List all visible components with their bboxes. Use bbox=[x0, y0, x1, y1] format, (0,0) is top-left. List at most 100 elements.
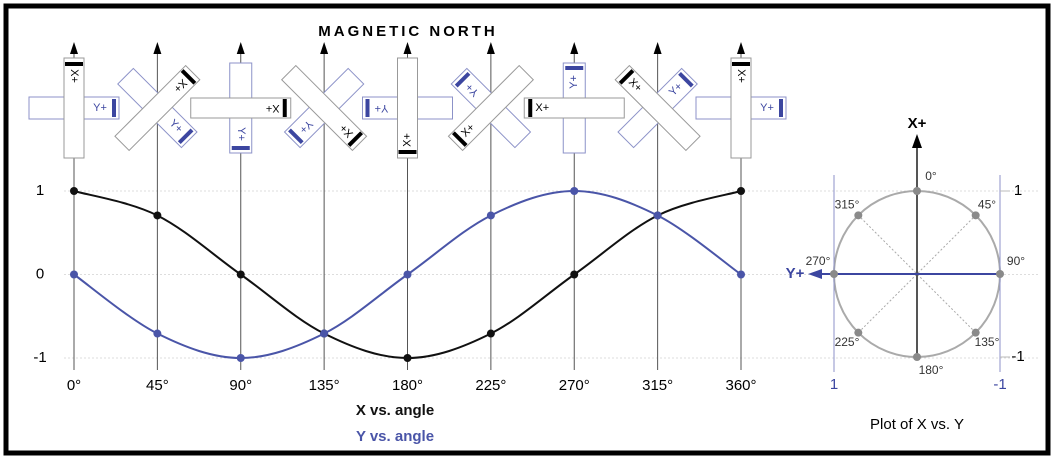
point-label: 90° bbox=[1007, 254, 1025, 268]
sensor-x-label: X+ bbox=[266, 102, 280, 114]
north-arrow bbox=[653, 42, 662, 54]
sensor-icon: X+ Y+ bbox=[523, 62, 625, 154]
x-tick-label: 1 bbox=[830, 376, 838, 393]
x-tick-label: -1 bbox=[993, 376, 1006, 393]
series-point bbox=[320, 329, 329, 338]
sensor-x-bar bbox=[614, 64, 701, 152]
y-end bbox=[678, 71, 694, 88]
series-point bbox=[236, 270, 245, 279]
point-label: 135° bbox=[975, 335, 1000, 349]
x-axis-label: Y+ bbox=[786, 265, 805, 282]
series-point bbox=[570, 187, 579, 195]
legend-entry: Y vs. angle bbox=[356, 428, 434, 445]
series-point bbox=[737, 187, 745, 195]
point bbox=[830, 270, 838, 278]
point bbox=[854, 328, 863, 337]
x-tick-label: 315° bbox=[642, 377, 673, 394]
sensor-x-bar bbox=[397, 57, 418, 159]
series-point bbox=[570, 270, 579, 279]
series-point bbox=[70, 187, 78, 195]
x-end bbox=[180, 69, 197, 85]
x-tick-label: 135° bbox=[309, 377, 340, 394]
sensor-x-bar bbox=[447, 64, 535, 152]
series-point bbox=[403, 354, 412, 362]
north-arrow bbox=[70, 42, 78, 54]
y-tick-label: -1 bbox=[33, 349, 46, 366]
point-label: 270° bbox=[806, 254, 831, 268]
x-axis-arrow bbox=[808, 269, 822, 279]
y-tick-label: 1 bbox=[36, 182, 44, 199]
north-arrow bbox=[403, 42, 412, 54]
x-tick-label: 45° bbox=[146, 377, 169, 394]
sensor-x-bar bbox=[280, 64, 368, 152]
point-label: 0° bbox=[925, 169, 937, 183]
x-end bbox=[451, 131, 468, 147]
sensor-x-bar bbox=[190, 97, 292, 119]
point-label: 45° bbox=[978, 198, 996, 212]
sensor-icon: X+Y+ bbox=[280, 64, 368, 152]
series-point bbox=[70, 270, 78, 279]
sensor-icon: X+ Y+ bbox=[190, 62, 292, 154]
sensor-x-label: X+ bbox=[535, 102, 549, 114]
y-axis-label: X+ bbox=[908, 115, 927, 132]
y-tick-label: -1 bbox=[1011, 348, 1024, 365]
series-point bbox=[486, 329, 495, 338]
sensor-icon: X+ Y+ bbox=[362, 57, 453, 159]
sensor-x-bar bbox=[63, 57, 85, 159]
point bbox=[971, 328, 980, 337]
sensor-y-label: Y+ bbox=[568, 75, 580, 89]
y-end bbox=[454, 71, 471, 88]
x-tick-label: 180° bbox=[392, 377, 423, 394]
y-axis-arrow bbox=[912, 134, 922, 148]
point-label: 315° bbox=[835, 198, 860, 212]
series-point bbox=[737, 270, 745, 279]
sensor-icon: X+Y+ bbox=[695, 57, 787, 159]
sensor-icon: X+Y+ bbox=[614, 64, 701, 152]
sensor-icon: X+ Y+ bbox=[28, 57, 120, 159]
north-arrow bbox=[153, 42, 162, 54]
x-tick-label: 0° bbox=[67, 377, 81, 394]
plot-title: Plot of X vs. Y bbox=[870, 416, 964, 433]
x-end bbox=[347, 131, 364, 147]
legend-entry: X vs. angle bbox=[356, 402, 434, 419]
north-arrow bbox=[570, 42, 579, 54]
point bbox=[996, 270, 1004, 278]
x-tick-label: 270° bbox=[559, 377, 590, 394]
sensor-y-label: Y+ bbox=[375, 102, 389, 114]
x-tick-label: 90° bbox=[229, 377, 252, 394]
x-tick-label: 360° bbox=[725, 377, 756, 394]
sensor-y-label: Y+ bbox=[760, 102, 774, 114]
point bbox=[854, 211, 863, 220]
sensor-icon: X+Y+ bbox=[447, 64, 535, 152]
sensor-x-bar bbox=[730, 57, 752, 159]
sensor-y-label: Y+ bbox=[93, 102, 107, 114]
sensor-x-bar bbox=[523, 97, 625, 119]
x-end bbox=[618, 69, 635, 85]
series-point bbox=[236, 354, 245, 362]
point bbox=[913, 353, 921, 361]
point-label: 180° bbox=[919, 363, 944, 377]
y-tick-label: 0 bbox=[36, 265, 44, 282]
point-label: 225° bbox=[835, 335, 860, 349]
x-tick-label: 225° bbox=[475, 377, 506, 394]
north-arrow bbox=[236, 42, 245, 54]
sensor-x-label: X+ bbox=[401, 133, 413, 147]
north-arrow bbox=[737, 42, 745, 54]
sensor-x-label: X+ bbox=[68, 69, 80, 83]
series-point bbox=[153, 329, 162, 338]
y-tick-label: 1 bbox=[1014, 182, 1022, 199]
point bbox=[971, 211, 980, 220]
north-arrow bbox=[486, 42, 495, 54]
y-end bbox=[288, 128, 304, 145]
series-point bbox=[653, 211, 662, 220]
series-point bbox=[153, 211, 162, 220]
y-end bbox=[177, 128, 194, 145]
north-arrow bbox=[320, 42, 329, 54]
title: MAGNETIC NORTH bbox=[318, 23, 498, 40]
point bbox=[913, 187, 921, 195]
series-point bbox=[403, 270, 412, 279]
sensor-icon: X+Y+ bbox=[114, 64, 201, 152]
series-point bbox=[486, 211, 495, 220]
sensor-x-bar bbox=[114, 64, 201, 152]
sensor-y-label: Y+ bbox=[235, 127, 247, 141]
